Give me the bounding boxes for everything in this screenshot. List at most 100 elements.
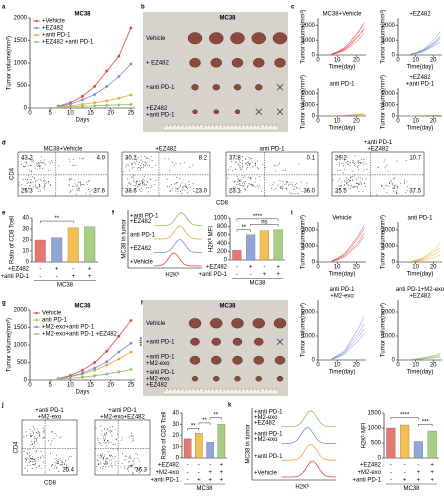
event-dot <box>114 461 116 463</box>
event-dot <box>23 166 24 168</box>
legend-marker <box>35 26 38 30</box>
event-dot <box>134 163 136 165</box>
event-dot <box>31 430 33 432</box>
event-dot <box>114 464 116 466</box>
event-dot <box>359 162 361 164</box>
event-dot <box>24 165 26 167</box>
event-dot <box>136 181 137 183</box>
event-dot <box>144 184 146 186</box>
event-dot <box>100 463 102 465</box>
condition-sign: - <box>236 265 238 271</box>
point <box>93 366 97 370</box>
point <box>129 62 133 66</box>
event-dot <box>175 183 177 185</box>
event-dot <box>254 186 256 188</box>
event-dot <box>72 189 74 191</box>
bar <box>259 230 269 261</box>
event-dot <box>340 181 342 183</box>
tumor <box>231 318 244 329</box>
event-dot <box>363 169 365 171</box>
event-dot <box>251 178 253 180</box>
event-dot <box>397 186 399 188</box>
event-dot <box>404 179 406 181</box>
x-tick-label: 10 <box>67 383 74 389</box>
x-tick-label: 15 <box>87 111 94 117</box>
axis <box>397 222 442 263</box>
event-dot <box>167 186 168 188</box>
event-dot <box>286 189 288 191</box>
event-dot <box>79 182 81 184</box>
event-dot <box>72 164 74 166</box>
event-dot <box>403 181 405 183</box>
event-dot <box>143 179 145 181</box>
condition-label: +anti PD-1 <box>0 274 29 280</box>
event-dot <box>133 460 135 462</box>
event-dot <box>103 442 105 444</box>
event-dot <box>352 161 354 163</box>
event-dot <box>121 439 123 441</box>
event-dot <box>33 429 35 431</box>
event-dot <box>44 159 46 161</box>
x-axis-label: Time(day) <box>329 65 356 71</box>
event-dot <box>381 186 383 188</box>
event-dot <box>189 186 191 188</box>
event-dot <box>37 459 39 461</box>
event-dot <box>393 178 394 180</box>
x-tick-label: 10 <box>334 265 341 271</box>
event-dot <box>105 463 107 465</box>
event-dot <box>231 160 232 162</box>
significance: ** <box>202 418 207 424</box>
y-axis-label: Tumor volume(mm³) <box>381 75 387 129</box>
event-dot <box>388 181 390 183</box>
event-dot <box>114 456 116 458</box>
event-dot <box>75 185 77 187</box>
condition-sign: - <box>263 265 265 271</box>
event-dot <box>261 191 263 193</box>
event-dot <box>141 181 143 183</box>
quadrant-value: 4.0 <box>97 156 106 162</box>
event-dot <box>103 440 105 442</box>
event-dot <box>396 192 398 194</box>
event-dot <box>65 469 67 471</box>
event-dot <box>82 158 84 160</box>
event-dot <box>385 185 387 187</box>
point <box>81 368 84 372</box>
event-dot <box>170 189 172 191</box>
event-dot <box>141 180 143 182</box>
event-dot <box>125 166 127 168</box>
event-dot <box>128 467 130 469</box>
event-dot <box>358 176 359 178</box>
event-dot <box>39 184 41 186</box>
event-dot <box>256 160 258 162</box>
row-label: Vehicle <box>146 321 166 327</box>
event-dot <box>128 436 130 438</box>
event-dot <box>38 435 40 437</box>
event-dot <box>78 188 80 190</box>
event-dot <box>145 157 147 159</box>
event-dot <box>122 453 124 455</box>
curve-label: +anti PD-1 <box>254 432 283 438</box>
legend-label: +M2-exo+anti PD-1 +EZ482 <box>42 332 118 338</box>
event-dot <box>104 454 106 456</box>
event-dot <box>31 435 33 437</box>
event-dot <box>99 453 101 455</box>
event-dot <box>300 181 302 183</box>
event-dot <box>306 182 308 184</box>
condition-sign: - <box>187 470 189 476</box>
event-dot <box>338 163 340 165</box>
event-dot <box>45 164 47 166</box>
event-dot <box>38 161 39 163</box>
event-dot <box>39 433 40 435</box>
event-dot <box>235 161 237 163</box>
event-dot <box>339 165 341 167</box>
event-dot <box>89 179 90 181</box>
event-dot <box>56 460 58 462</box>
y-tick-label: 1500 <box>14 325 28 331</box>
tumor <box>252 318 265 329</box>
row-label: +anti PD-1 <box>146 355 175 361</box>
event-dot <box>53 438 55 439</box>
event-dot <box>53 467 55 469</box>
event-dot <box>405 160 407 161</box>
y-tick-label: 0 <box>176 456 180 462</box>
panel-letter: i <box>291 211 293 217</box>
